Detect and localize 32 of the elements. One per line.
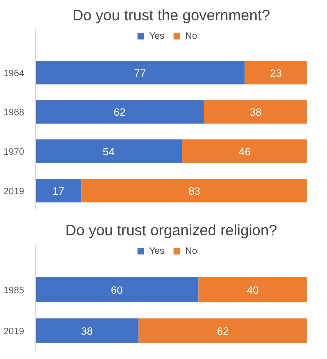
data-label: 83 <box>188 186 201 198</box>
bar <box>204 100 308 124</box>
y-tick-label: 2019 <box>4 186 25 196</box>
data-label: 62 <box>114 107 126 120</box>
data-label: 17 <box>52 186 65 198</box>
bar <box>36 100 204 124</box>
chart-title: Do you trust organized religion? <box>66 222 278 240</box>
data-label: 38 <box>250 107 262 120</box>
bar <box>36 179 82 203</box>
bar <box>82 179 308 203</box>
legend-label: No <box>186 246 198 256</box>
data-label: 62 <box>217 326 230 338</box>
legend-label: No <box>186 31 198 41</box>
data-label: 46 <box>239 146 251 158</box>
data-label: 77 <box>134 68 146 80</box>
y-tick-label: 1985 <box>4 285 25 296</box>
bar <box>36 140 182 164</box>
y-tick-label: 1968 <box>4 108 25 118</box>
data-label: 38 <box>81 326 94 338</box>
y-tick-label: 2019 <box>4 326 25 336</box>
bar <box>244 60 308 85</box>
data-label: 23 <box>270 68 282 80</box>
bar <box>36 60 245 85</box>
legend-label: Yes <box>150 246 166 256</box>
data-label: 60 <box>111 284 124 297</box>
data-label: 54 <box>103 146 115 158</box>
data-label: 40 <box>247 284 260 297</box>
chart-title: Do you trust the government? <box>72 8 270 24</box>
y-tick-label: 1964 <box>4 68 25 78</box>
legend-label: Yes <box>150 31 166 41</box>
bar <box>182 140 308 164</box>
y-tick-label: 1970 <box>4 146 25 157</box>
